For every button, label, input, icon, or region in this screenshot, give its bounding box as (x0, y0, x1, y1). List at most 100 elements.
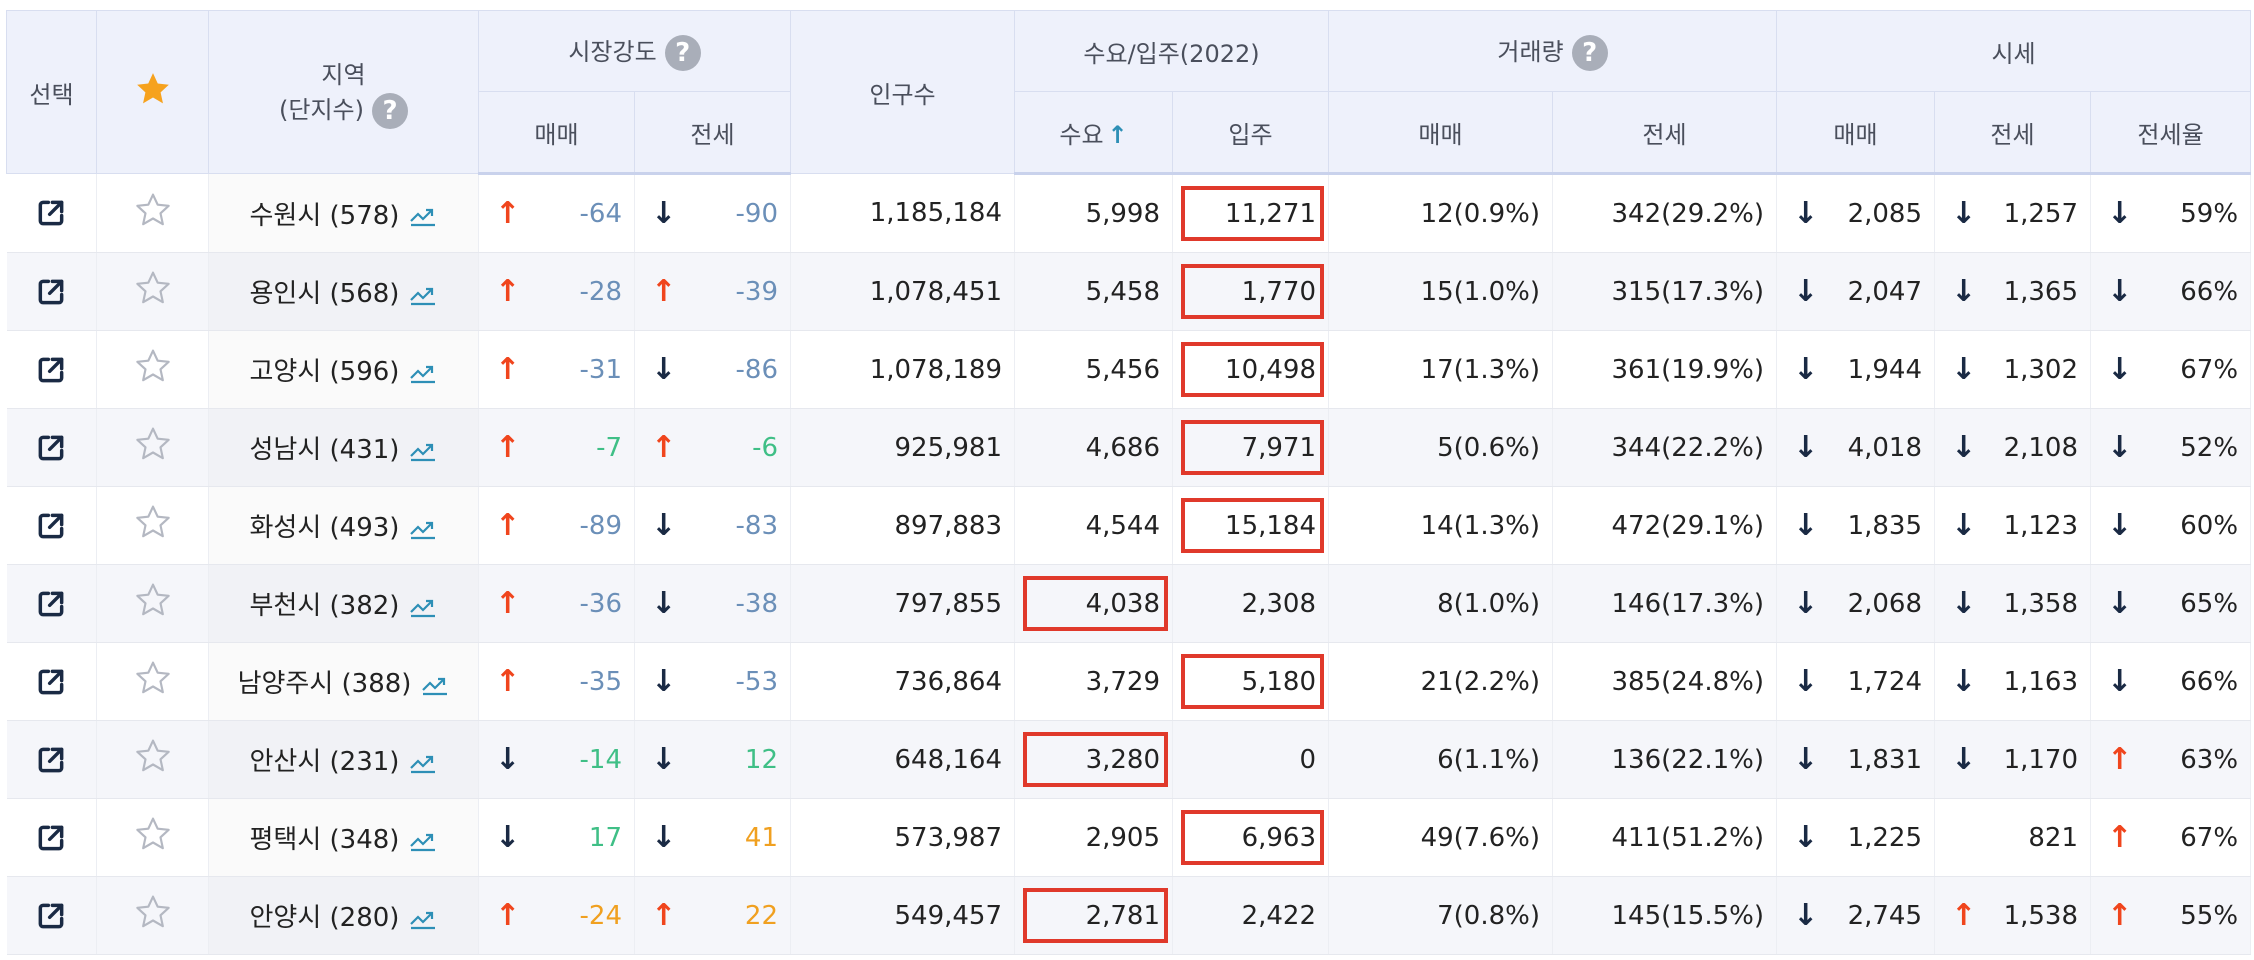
region-name[interactable]: 평택시 (348) (249, 825, 400, 855)
open-link-cell[interactable] (6, 720, 97, 799)
table-row[interactable]: 용인시 (568) ↑ -28 ↑ -39 1,078,451 5,458 1,770 15(1… (6, 252, 2252, 331)
header-vol-sale[interactable]: 매매 (1328, 91, 1554, 175)
favorite-toggle[interactable] (96, 798, 209, 877)
trend-chart-icon[interactable] (409, 440, 437, 462)
trend-chart-icon[interactable] (409, 205, 437, 227)
region-name[interactable]: 부천시 (382) (249, 591, 400, 621)
region-cell[interactable]: 고양시 (596) (208, 330, 479, 409)
open-link-cell[interactable] (6, 642, 97, 721)
ms-sale-value: -14 (579, 744, 622, 775)
header-move-in[interactable]: 입주 (1172, 91, 1330, 175)
star-outline-icon (135, 661, 170, 694)
price-sale-cell: ↓ 1,724 (1776, 642, 1936, 721)
region-name[interactable]: 수원시 (578) (249, 200, 400, 231)
external-link-icon (38, 747, 64, 772)
population-cell: 1,078,189 (790, 330, 1016, 409)
trend-chart-icon[interactable] (421, 674, 449, 696)
region-cell[interactable]: 안산시 (231) (208, 720, 479, 799)
favorite-toggle[interactable] (96, 642, 209, 721)
help-icon[interactable]: ? (371, 93, 408, 129)
price-sale-cell: ↓ 2,047 (1776, 252, 1936, 331)
open-link-cell[interactable] (6, 330, 97, 409)
table-row[interactable]: 평택시 (348) ↓ 17 ↓ 41 573,987 2,905 6,963 49(7.6%)… (6, 798, 2252, 877)
arrow-down-icon: ↓ (1793, 819, 1819, 855)
region-cell[interactable]: 평택시 (348) (208, 798, 479, 877)
region-name[interactable]: 안산시 (231) (249, 747, 400, 777)
favorite-toggle[interactable] (96, 252, 209, 331)
header-demand[interactable]: 수요 ↑ (1014, 91, 1174, 175)
table-row[interactable]: 화성시 (493) ↑ -89 ↓ -83 897,883 4,544 15,184 14(1.… (6, 486, 2252, 565)
favorite-toggle[interactable] (96, 486, 209, 565)
price-jeonse-value: 1,538 (2003, 900, 2079, 931)
region-name[interactable]: 고양시 (596) (249, 357, 400, 387)
help-icon[interactable]: ? (1571, 34, 1608, 71)
trend-chart-icon[interactable] (409, 518, 437, 540)
open-link-cell[interactable] (6, 252, 97, 331)
trend-chart-icon[interactable] (409, 752, 437, 774)
trend-chart-icon[interactable] (409, 908, 437, 930)
region-cell[interactable]: 안양시 (280) (208, 876, 479, 955)
ms-jeonse-value: -83 (735, 510, 779, 541)
table-row[interactable]: 안양시 (280) ↑ -24 ↑ 22 549,457 2,781 2,422 7(0.8%)… (6, 876, 2252, 955)
population-cell: 797,855 (790, 564, 1016, 643)
header-jeonse-ratio[interactable]: 전세율 (2090, 91, 2252, 175)
region-name[interactable]: 용인시 (568) (249, 279, 400, 309)
open-link-cell[interactable] (6, 876, 97, 955)
open-link-cell[interactable] (6, 798, 97, 877)
open-link-cell[interactable] (6, 564, 97, 643)
table-row[interactable]: 고양시 (596) ↑ -31 ↓ -86 1,078,189 5,456 10,498 17(… (6, 330, 2252, 409)
table-row[interactable]: 수원시 (578) ↑ -64 ↓ -90 1,185,184 5,998 11,271 12(… (6, 173, 2252, 253)
price-sale-cell: ↓ 1,831 (1776, 720, 1936, 799)
region-name[interactable]: 남양주시 (388) (237, 669, 412, 699)
price-sale-cell: ↓ 1,225 (1776, 798, 1936, 877)
open-link-cell[interactable] (6, 173, 97, 253)
arrow-up-icon: ↑ (495, 897, 521, 933)
favorite-toggle[interactable] (96, 330, 209, 409)
table-row[interactable]: 성남시 (431) ↑ -7 ↑ -6 925,981 4,686 7,971 5(0.6%) 3… (6, 408, 2252, 487)
ms-sale-value: -89 (579, 510, 622, 541)
trend-chart-icon[interactable] (409, 830, 437, 852)
region-cell[interactable]: 성남시 (431) (208, 408, 479, 487)
header-region[interactable]: 지역 (단지수)? (208, 10, 479, 174)
arrow-down-icon: ↓ (1793, 741, 1819, 777)
favorite-toggle[interactable] (96, 564, 209, 643)
header-region-line1: 지역 (321, 61, 366, 89)
favorite-toggle[interactable] (96, 720, 209, 799)
star-outline-icon (135, 739, 170, 772)
external-link-icon (38, 435, 64, 460)
arrow-down-icon: ↓ (2107, 429, 2133, 465)
arrow-down-icon: ↓ (1793, 663, 1819, 699)
header-price-jeonse[interactable]: 전세 (1934, 91, 2092, 175)
ms-sale-cell: ↓ -14 (478, 720, 635, 799)
region-cell[interactable]: 남양주시 (388) (208, 642, 479, 721)
header-vol-jeonse[interactable]: 전세 (1552, 91, 1778, 175)
region-cell[interactable]: 수원시 (578) (208, 173, 479, 253)
price-sale-cell: ↓ 1,944 (1776, 330, 1936, 409)
region-name[interactable]: 성남시 (431) (249, 435, 400, 465)
favorite-toggle[interactable] (96, 173, 209, 253)
table-row[interactable]: 안산시 (231) ↓ -14 ↓ 12 648,164 3,280 0 6(1.1%) 136(… (6, 720, 2252, 799)
help-icon[interactable]: ? (664, 34, 701, 71)
favorite-toggle[interactable] (96, 408, 209, 487)
region-cell[interactable]: 용인시 (568) (208, 252, 479, 331)
region-name[interactable]: 안양시 (280) (249, 903, 400, 933)
table-row[interactable]: 부천시 (382) ↑ -36 ↓ -38 797,855 4,038 2,308 8(1.0%… (6, 564, 2252, 643)
region-name[interactable]: 화성시 (493) (249, 513, 400, 543)
table-row[interactable]: 남양주시 (388) ↑ -35 ↓ -53 736,864 3,729 5,180 21(2.… (6, 642, 2252, 721)
favorite-toggle[interactable] (96, 876, 209, 955)
ms-sale-cell: ↑ -7 (478, 408, 635, 487)
region-cell[interactable]: 화성시 (493) (208, 486, 479, 565)
header-ms-sale[interactable]: 매매 (478, 91, 635, 175)
header-favorite[interactable] (96, 10, 209, 174)
header-ms-jeonse[interactable]: 전세 (633, 91, 792, 175)
trend-chart-icon[interactable] (409, 362, 437, 384)
header-population[interactable]: 인구수 (790, 10, 1016, 174)
ms-jeonse-cell: ↑ -6 (634, 408, 792, 487)
open-link-cell[interactable] (6, 408, 97, 487)
open-link-cell[interactable] (6, 486, 97, 565)
ms-sale-value: -31 (579, 354, 622, 385)
trend-chart-icon[interactable] (409, 596, 437, 618)
header-price-sale[interactable]: 매매 (1776, 91, 1936, 175)
region-cell[interactable]: 부천시 (382) (208, 564, 479, 643)
trend-chart-icon[interactable] (409, 284, 437, 306)
